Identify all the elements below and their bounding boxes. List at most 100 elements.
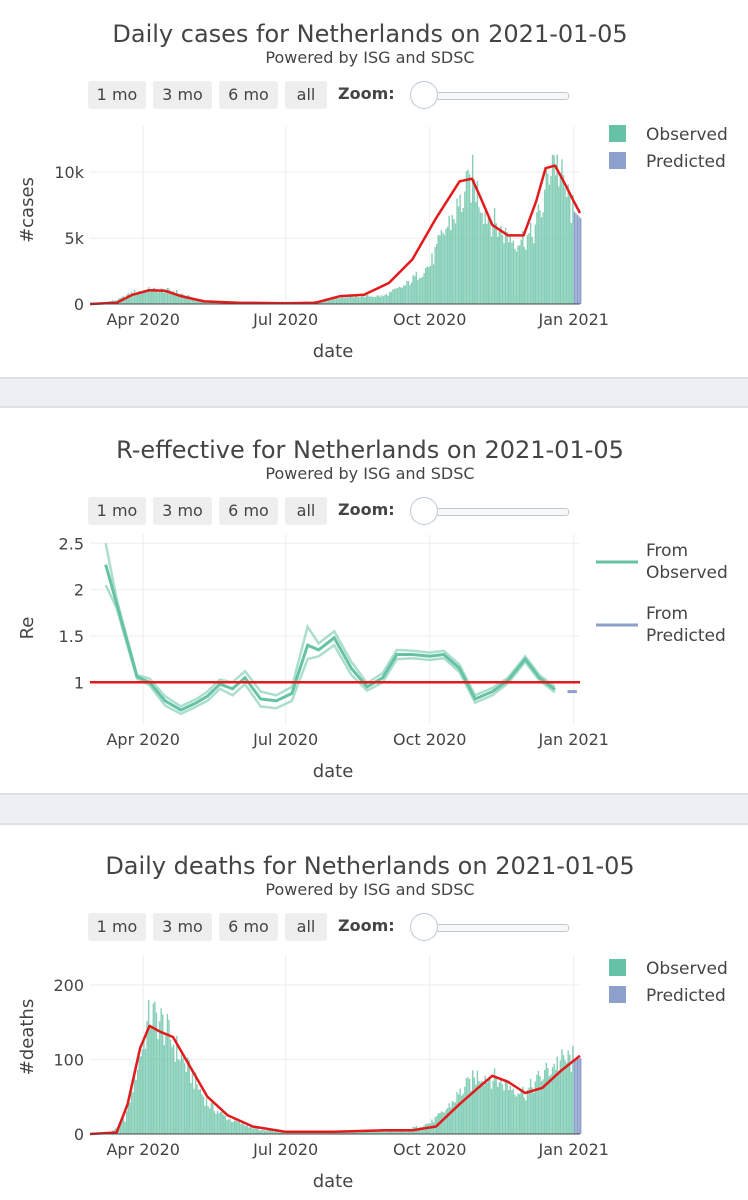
observed-bar bbox=[493, 1068, 496, 1134]
observed-bar bbox=[395, 1130, 397, 1134]
observed-bar bbox=[471, 154, 474, 304]
observed-bar bbox=[475, 201, 477, 304]
range-1mo-button[interactable]: 1 mo bbox=[88, 913, 146, 941]
observed-bar bbox=[396, 1130, 399, 1134]
range-1mo-button[interactable]: 1 mo bbox=[88, 81, 146, 109]
observed-bar bbox=[518, 245, 521, 304]
legend-observed-swatch bbox=[609, 125, 626, 142]
predicted-bar bbox=[578, 216, 580, 304]
observed-bar bbox=[331, 1132, 333, 1134]
observed-bar bbox=[536, 1074, 538, 1134]
x-tick-label: Jan 2021 bbox=[538, 310, 609, 329]
observed-bar bbox=[376, 1130, 378, 1134]
observed-bar bbox=[270, 1130, 272, 1134]
range-3mo-button[interactable]: 3 mo bbox=[153, 913, 212, 941]
observed-bar bbox=[357, 297, 360, 304]
y-tick-label: 2.5 bbox=[59, 534, 84, 553]
observed-bar bbox=[384, 1130, 386, 1134]
observed-bar bbox=[179, 293, 181, 304]
observed-bar bbox=[379, 1131, 382, 1134]
zoom-slider-knob[interactable] bbox=[410, 497, 438, 525]
zoom-label: Zoom: bbox=[338, 916, 395, 935]
range-3mo-button[interactable]: 3 mo bbox=[153, 497, 212, 525]
observed-bar bbox=[230, 1121, 233, 1134]
y-tick-label: 2 bbox=[74, 581, 84, 600]
observed-bar bbox=[503, 243, 505, 304]
observed-bar bbox=[367, 294, 369, 304]
observed-bar bbox=[448, 215, 450, 304]
observed-bar bbox=[533, 243, 535, 304]
observed-bar bbox=[299, 1132, 302, 1134]
observed-bar bbox=[531, 1087, 533, 1134]
legend-observed-label: Observed bbox=[646, 125, 728, 145]
observed-bar bbox=[163, 292, 165, 304]
observed-bar bbox=[545, 169, 547, 304]
observed-bar bbox=[182, 294, 184, 304]
observed-bar bbox=[479, 212, 482, 304]
observed-bar bbox=[550, 175, 552, 304]
observed-bar bbox=[165, 1033, 167, 1134]
observed-bar bbox=[362, 295, 364, 304]
range-3mo-button[interactable]: 3 mo bbox=[153, 81, 212, 109]
observed-bar bbox=[237, 1121, 239, 1134]
observed-bar bbox=[348, 1131, 350, 1134]
observed-bar bbox=[537, 204, 540, 304]
observed-bar bbox=[362, 1131, 364, 1134]
range-all-button[interactable]: all bbox=[285, 81, 327, 109]
observed-bar bbox=[497, 1086, 499, 1134]
observed-bar bbox=[124, 1121, 126, 1134]
observed-bar bbox=[556, 154, 558, 304]
observed-bar bbox=[365, 1131, 367, 1134]
observed-bar bbox=[155, 1012, 158, 1134]
observed-bar bbox=[467, 1077, 469, 1134]
observed-bar bbox=[506, 1082, 508, 1134]
observed-bar bbox=[327, 298, 330, 304]
observed-bar bbox=[523, 1097, 526, 1134]
observed-bar bbox=[553, 1063, 555, 1134]
observed-bar bbox=[219, 1111, 222, 1134]
observed-bar bbox=[140, 291, 142, 304]
observed-bar bbox=[468, 174, 471, 304]
observed-bar bbox=[412, 274, 414, 304]
observed-bar bbox=[180, 293, 183, 304]
observed-bar bbox=[471, 1070, 474, 1134]
observed-bar bbox=[349, 1131, 352, 1134]
range-all-button[interactable]: all bbox=[285, 913, 327, 941]
observed-bar bbox=[147, 287, 150, 304]
observed-bar bbox=[176, 290, 178, 304]
x-tick-label: Apr 2020 bbox=[106, 730, 179, 749]
observed-bar bbox=[418, 278, 421, 304]
observed-bar bbox=[443, 1112, 446, 1134]
observed-bar bbox=[540, 217, 543, 304]
observed-bar bbox=[426, 266, 428, 304]
observed-bar bbox=[196, 1084, 198, 1134]
observed-bar bbox=[160, 288, 162, 304]
observed-bar bbox=[434, 246, 436, 304]
observed-bar bbox=[157, 292, 159, 304]
observed-bar bbox=[542, 1079, 544, 1134]
observed-bar bbox=[534, 1081, 537, 1134]
observed-bar bbox=[393, 289, 396, 304]
observed-bar bbox=[526, 1090, 529, 1134]
observed-bar bbox=[313, 1132, 316, 1134]
observed-bar bbox=[417, 1127, 419, 1134]
legend-observed-label: From bbox=[646, 541, 688, 561]
predicted-bar bbox=[576, 215, 579, 304]
observed-bar bbox=[558, 1070, 560, 1134]
range-6mo-button[interactable]: 6 mo bbox=[219, 81, 278, 109]
observed-bar bbox=[338, 298, 341, 304]
range-6mo-button[interactable]: 6 mo bbox=[219, 497, 278, 525]
range-1mo-button[interactable]: 1 mo bbox=[88, 497, 146, 525]
range-6mo-button[interactable]: 6 mo bbox=[219, 913, 278, 941]
zoom-slider-knob[interactable] bbox=[410, 81, 438, 109]
observed-bar bbox=[569, 195, 571, 304]
observed-bar bbox=[185, 296, 187, 304]
observed-bar bbox=[254, 1127, 256, 1134]
zoom-slider-knob[interactable] bbox=[410, 913, 438, 941]
observed-bar bbox=[511, 242, 513, 304]
observed-bar bbox=[204, 1105, 206, 1134]
observed-bar bbox=[215, 1113, 217, 1134]
observed-bar bbox=[136, 1069, 139, 1134]
range-all-button[interactable]: all bbox=[285, 497, 327, 525]
observed-bar bbox=[241, 1122, 244, 1134]
